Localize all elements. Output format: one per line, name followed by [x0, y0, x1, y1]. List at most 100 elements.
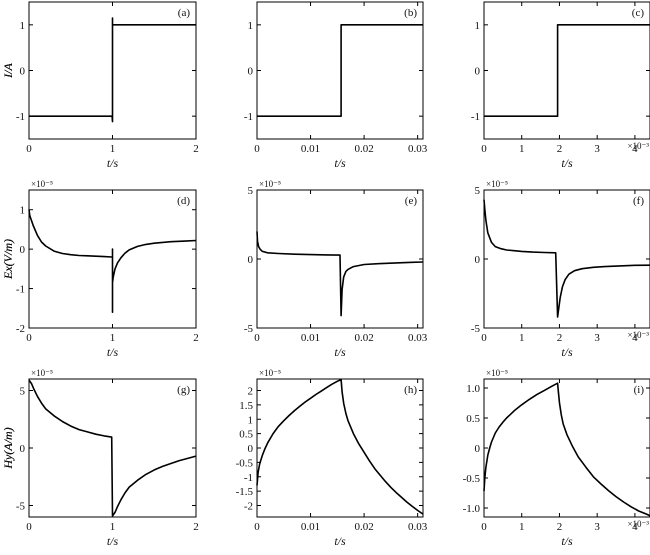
- series-line: [28, 209, 197, 314]
- y-tick-label: -2: [16, 323, 25, 335]
- y-tick-label: 0: [248, 443, 254, 455]
- x-tick-label: 3: [594, 143, 600, 155]
- y-tick-label: 2: [248, 386, 254, 398]
- chart-panel-a: 0 1 2 -1 0 1 (a) t/s I/A: [1, 1, 199, 170]
- panel-label: (g): [177, 384, 190, 396]
- series-line: [256, 378, 424, 515]
- y-tick-label: -5: [471, 323, 481, 335]
- x-axis-label: t/s: [334, 156, 346, 170]
- y-tick-label: 0.5: [466, 413, 480, 425]
- y-axis-label: Ex(V/m): [1, 239, 15, 280]
- x-tick-label: 1: [519, 143, 525, 155]
- x-tick-label: 0.02: [354, 521, 373, 533]
- y-tick-label: 5: [248, 185, 254, 197]
- y-exponent-label: ×10⁻⁵: [31, 179, 53, 189]
- x-tick-label: 0: [481, 521, 487, 533]
- x-tick-label: 1: [110, 143, 116, 155]
- panel-label: (f): [633, 195, 644, 207]
- y-tick-label: 0: [475, 66, 481, 78]
- y-tick-label: 0: [475, 443, 481, 455]
- y-tick-label: -0.5: [463, 473, 481, 485]
- x-tick-label: 0: [254, 332, 260, 344]
- y-exponent-label: ×10⁻⁵: [259, 368, 281, 378]
- chart-panel-c: 0 1 2 3 4 -1 0 1 ×10⁻³ (c) t/s I/A: [1, 1, 650, 170]
- x-axis-label: t/s: [561, 156, 573, 170]
- x-tick-label: 2: [557, 521, 563, 533]
- x-tick-label: 0.03: [408, 143, 428, 155]
- x-axis-label: t/s: [561, 534, 573, 548]
- y-tick-label: -1: [244, 111, 253, 123]
- y-axis-label: Hy(A/m): [1, 427, 15, 469]
- chart-panel-d: 0 1 2 -2 -1 0 1 ×10⁻⁵ (d) t/s Ex(V/m): [1, 179, 199, 359]
- y-tick-label: 0: [20, 443, 26, 455]
- plot-frame: [483, 1, 650, 140]
- x-tick-label: 0.01: [301, 332, 320, 344]
- x-tick-label: 0: [254, 143, 260, 155]
- series-line: [28, 379, 197, 517]
- series-line: [257, 23, 423, 117]
- chart-panel-g: 0 1 2-505×10⁻⁵(g)t/sHy(A/m): [1, 368, 199, 548]
- x-exponent-label: ×10⁻³: [627, 141, 649, 151]
- y-tick-label: 0: [248, 66, 254, 78]
- x-tick-label: 0.01: [301, 143, 320, 155]
- plot-frame: [483, 189, 650, 329]
- y-exponent-label: ×10⁻⁵: [486, 179, 508, 189]
- x-tick-label: 3: [594, 521, 600, 533]
- x-exponent-label: ×10⁻³: [627, 330, 649, 340]
- x-tick-label: 3: [594, 332, 600, 344]
- x-axis-label: t/s: [334, 534, 346, 548]
- x-tick-label: 4: [632, 143, 638, 155]
- plot-frame: [483, 378, 650, 518]
- x-tick-label: 0.01: [301, 521, 320, 533]
- series-line: [483, 199, 650, 318]
- y-axis-label: I/A: [1, 63, 15, 79]
- y-axis-label: Hy(A/m): [1, 427, 15, 469]
- chart-panel-h: 0 0.01 0.02 0.03 -2 -1.5 -1 -0.5 0 0.5 1 1.5 2 ×10⁻⁵ (…: [1, 368, 428, 548]
- y-tick-label: 5: [475, 185, 481, 197]
- y-exponent-label: ×10⁻⁵: [259, 179, 281, 189]
- x-tick-label: 0.03: [408, 332, 428, 344]
- panel-label: (h): [404, 384, 417, 396]
- y-axis-label: Hy(A/m): [1, 427, 15, 469]
- panel-label: (a): [178, 7, 191, 19]
- y-axis-label: I/A: [1, 63, 15, 79]
- y-tick-label: 0: [20, 66, 26, 78]
- y-axis-label: Ex(V/m): [1, 239, 15, 280]
- y-tick-label: 0: [248, 254, 254, 266]
- y-tick-label: -1: [16, 284, 25, 296]
- x-tick-label: 2: [193, 521, 199, 533]
- x-tick-label: 2: [193, 332, 199, 344]
- x-tick-label: 0: [26, 143, 32, 155]
- x-tick-label: 2: [557, 143, 563, 155]
- x-tick-label: 0.02: [354, 332, 373, 344]
- x-tick-label: 2: [557, 332, 563, 344]
- x-axis-label: t/s: [107, 534, 119, 548]
- chart-panel-e: 0 0.01 0.02 0.03-505×10⁻⁵(e)t/sEx(V/m): [1, 179, 428, 359]
- panel-label: (c): [632, 7, 645, 19]
- series-line: [483, 382, 650, 517]
- y-tick-label: 0: [475, 254, 481, 266]
- y-tick-label: 1: [248, 20, 254, 32]
- y-axis-label: Ex(V/m): [1, 239, 15, 280]
- x-tick-label: 4: [632, 332, 638, 344]
- y-exponent-label: ×10⁻⁵: [486, 368, 508, 378]
- y-tick-label: -1: [244, 472, 253, 484]
- x-axis-label: t/s: [107, 156, 119, 170]
- panel-label: (b): [404, 7, 417, 19]
- y-tick-label: -5: [16, 501, 26, 513]
- y-axis-label: I/A: [1, 63, 15, 79]
- y-tick-label: -2: [244, 501, 253, 513]
- y-tick-label: 1.0: [466, 383, 480, 395]
- x-tick-label: 0: [481, 143, 487, 155]
- y-tick-label: 1: [20, 20, 26, 32]
- x-axis-label: t/s: [334, 345, 346, 359]
- y-tick-label: -0.5: [236, 457, 254, 469]
- y-tick-label: 5: [20, 386, 26, 398]
- y-tick-label: -1.5: [236, 486, 254, 498]
- series-line: [29, 17, 196, 123]
- x-tick-label: 1: [110, 521, 116, 533]
- chart-panel-b: 0 0.01 0.02 0.03 -1 0 1 (b) t/s I/A: [1, 1, 428, 170]
- x-tick-label: 0: [254, 521, 260, 533]
- x-tick-label: 0.03: [408, 521, 428, 533]
